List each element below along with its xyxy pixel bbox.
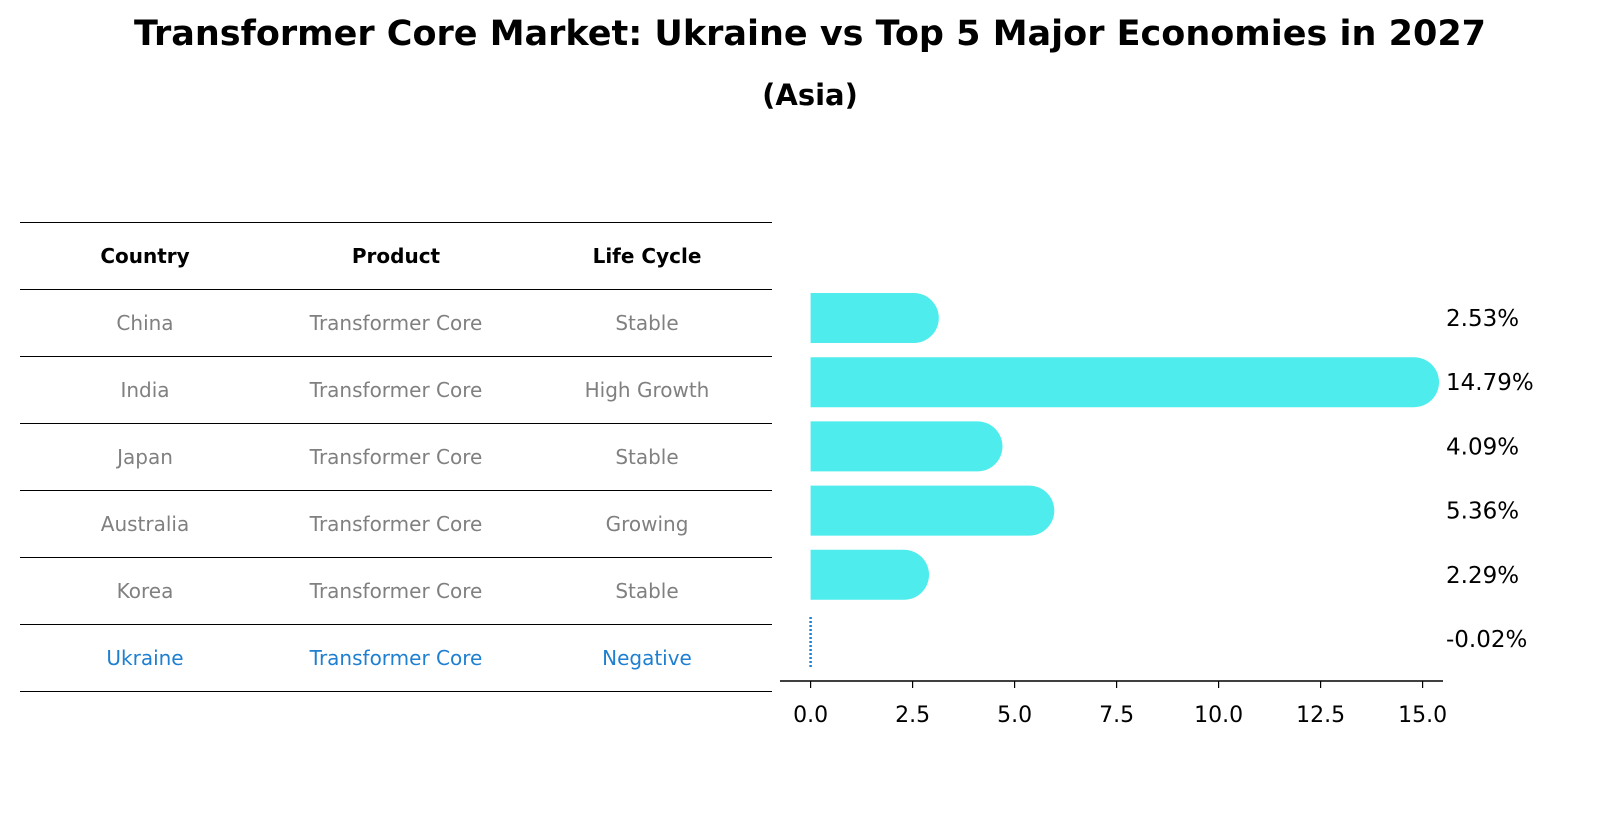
header-product: Product	[351, 244, 441, 268]
data-label-australia: 5.36%	[1446, 499, 1519, 525]
data-label-japan: 4.09%	[1446, 434, 1519, 460]
cell-life-cycle: Stable	[615, 445, 679, 469]
cell-country: China	[116, 311, 174, 335]
x-tick-label: 15.0	[1398, 703, 1447, 728]
bar-korea	[810, 549, 930, 600]
x-tick-label: 10.0	[1194, 703, 1243, 728]
cell-life-cycle: Growing	[605, 512, 689, 536]
bar-china	[810, 293, 939, 343]
x-tick-label: 7.5	[1099, 703, 1134, 728]
cell-country: Ukraine	[106, 646, 184, 670]
bar-india	[810, 357, 1440, 408]
x-tick-label: 5.0	[997, 703, 1032, 728]
cell-life-cycle: Stable	[615, 579, 679, 603]
chart-subtitle: (Asia)	[762, 78, 858, 112]
cell-country: India	[120, 378, 170, 402]
bar-japan	[810, 421, 1003, 472]
table-row: India Transformer Core High Growth	[20, 357, 772, 424]
cell-country: Korea	[116, 579, 174, 603]
table-row: China Transformer Core Stable	[20, 290, 772, 357]
chart-title: Transformer Core Market: Ukraine vs Top …	[133, 14, 1487, 54]
data-table: Country Product Life Cycle China Transfo…	[20, 222, 772, 692]
x-tick-label: 12.5	[1296, 703, 1345, 728]
cell-country: Australia	[100, 512, 190, 536]
header-life-cycle: Life Cycle	[592, 244, 702, 268]
table-row: Japan Transformer Core Stable	[20, 424, 772, 491]
data-label-india: 14.79%	[1446, 370, 1534, 396]
table-row: Australia Transformer Core Growing	[20, 491, 772, 558]
cell-product: Transformer Core	[309, 646, 483, 670]
cell-product: Transformer Core	[309, 445, 483, 469]
cell-country: Japan	[117, 445, 173, 469]
bar-australia	[810, 485, 1055, 536]
x-tick-label: 0.0	[793, 703, 828, 728]
bar-chart: 2.53% 14.79% 4.09% 5.36% 2.29% -0.02% 0.0 2.5 5.…	[780, 293, 1534, 728]
data-label-china: 2.53%	[1446, 306, 1519, 332]
cell-product: Transformer Core	[309, 579, 483, 603]
table-row: Korea Transformer Core Stable	[20, 558, 772, 625]
table-header-row: Country Product Life Cycle	[20, 223, 772, 290]
cell-life-cycle: High Growth	[584, 378, 710, 402]
data-label-korea: 2.29%	[1446, 563, 1519, 589]
cell-product: Transformer Core	[309, 512, 483, 536]
cell-product: Transformer Core	[309, 311, 483, 335]
header-country: Country	[100, 244, 190, 268]
table-row-highlight: Ukraine Transformer Core Negative	[20, 625, 772, 692]
cell-life-cycle: Negative	[602, 646, 692, 670]
cell-product: Transformer Core	[309, 378, 483, 402]
data-label-ukraine: -0.02%	[1446, 627, 1527, 653]
x-tick-label: 2.5	[895, 703, 930, 728]
cell-life-cycle: Stable	[615, 311, 679, 335]
